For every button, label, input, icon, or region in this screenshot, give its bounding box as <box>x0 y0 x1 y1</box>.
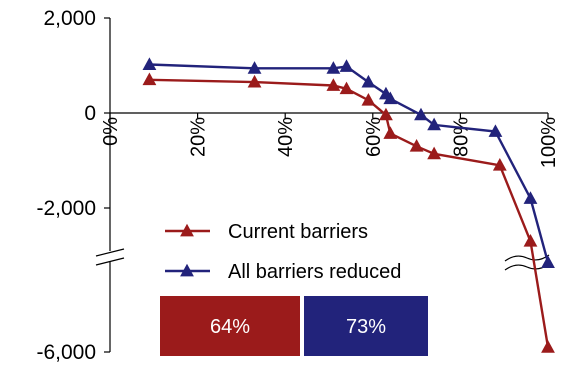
y-tick-label: 2,000 <box>43 7 96 30</box>
data-point <box>427 146 442 160</box>
data-point <box>427 117 442 131</box>
legend-item: All barriers reduced <box>165 261 401 283</box>
series-current-barriers <box>142 72 555 353</box>
data-point <box>383 91 398 105</box>
share-box: 64% <box>160 296 300 356</box>
series-layer <box>142 57 555 353</box>
share-box-label: 73% <box>346 316 386 338</box>
x-tick-label: 80% <box>450 117 472 157</box>
data-point <box>541 255 555 269</box>
data-point <box>247 74 262 88</box>
data-point <box>142 72 157 86</box>
x-tick-label: 60% <box>363 117 385 157</box>
data-point <box>523 234 538 247</box>
legend: Current barriers All barriers reduced <box>165 221 401 283</box>
legend-item: Current barriers <box>165 221 368 243</box>
data-point <box>409 139 424 152</box>
data-point <box>142 57 157 70</box>
y-tick-label: -2,000 <box>36 197 96 220</box>
data-point <box>361 92 376 106</box>
y-tick-label: -6,000 <box>36 341 96 364</box>
x-tick-label: 20% <box>188 117 210 157</box>
data-point <box>488 124 503 137</box>
share-box-fill <box>304 296 428 356</box>
legend-label: Current barriers <box>228 221 368 243</box>
axes: 2,000 0 -2,000 -6,000 0% 20% 40% 60% 80% 100% <box>36 7 560 364</box>
data-point <box>339 81 354 95</box>
series-all-barriers-reduced <box>142 57 555 269</box>
data-point <box>414 107 428 121</box>
data-point <box>383 126 398 139</box>
data-point <box>326 61 341 74</box>
y-axis-break-mark <box>95 248 125 266</box>
legend-marker <box>180 223 194 237</box>
data-point <box>492 158 507 171</box>
legend-label: All barriers reduced <box>228 261 401 283</box>
data-point <box>361 74 376 88</box>
share-box: 73% <box>304 296 428 356</box>
data-point <box>523 191 538 204</box>
share-box-label: 64% <box>210 316 250 338</box>
legend-marker <box>180 263 194 277</box>
data-point <box>339 59 354 72</box>
share-box-fill <box>160 296 300 356</box>
data-point <box>326 78 341 91</box>
x-tick-label: 0% <box>100 117 122 146</box>
series-line <box>149 78 550 348</box>
annotations: 64% 73% <box>160 296 428 356</box>
y-tick-label: 0 <box>84 102 96 125</box>
data-point <box>247 61 262 74</box>
data-point <box>541 340 555 353</box>
x-tick-label: 100% <box>538 117 560 168</box>
data-point <box>379 107 393 121</box>
x-tick-label: 40% <box>275 117 297 157</box>
